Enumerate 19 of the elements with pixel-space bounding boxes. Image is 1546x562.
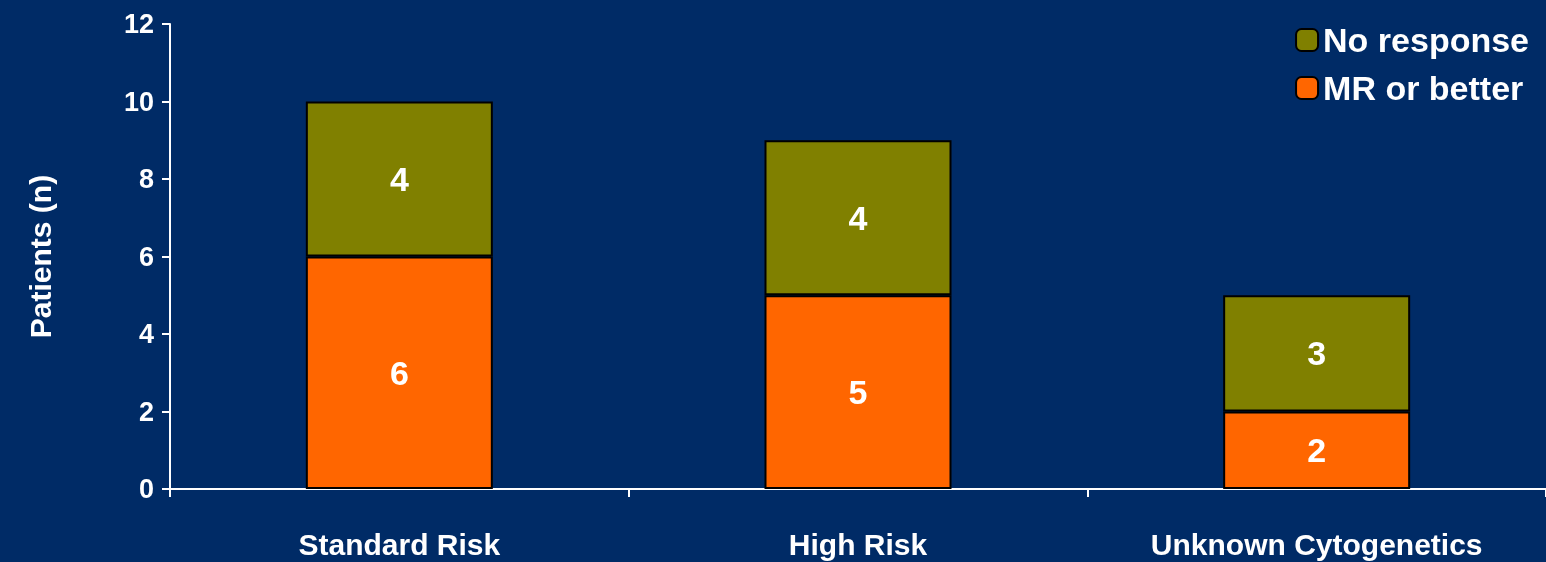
data-label: 2 bbox=[1307, 431, 1327, 470]
x-tick-label: Standard Risk bbox=[298, 527, 501, 561]
y-tick-label: 6 bbox=[138, 241, 154, 272]
y-tick-label: 0 bbox=[138, 474, 154, 504]
legend-label: MR or better bbox=[1323, 69, 1524, 107]
data-label: 6 bbox=[389, 353, 409, 392]
y-tick-label: 4 bbox=[138, 319, 154, 349]
y-axis-title: Patients (n) bbox=[23, 174, 57, 339]
data-label: 5 bbox=[848, 373, 868, 412]
y-tick-label: 10 bbox=[123, 86, 154, 117]
data-label: 4 bbox=[848, 198, 868, 237]
x-tick-label: High Risk bbox=[788, 527, 928, 561]
data-label: 4 bbox=[389, 160, 409, 198]
y-tick-label: 2 bbox=[138, 396, 154, 427]
y-tick-label: 8 bbox=[138, 164, 154, 194]
data-label: 3 bbox=[1307, 334, 1327, 373]
legend-label: No response bbox=[1323, 21, 1530, 59]
x-tick-label: Unknown Cytogenetics bbox=[1150, 527, 1483, 561]
y-tick-label: 12 bbox=[123, 9, 154, 39]
